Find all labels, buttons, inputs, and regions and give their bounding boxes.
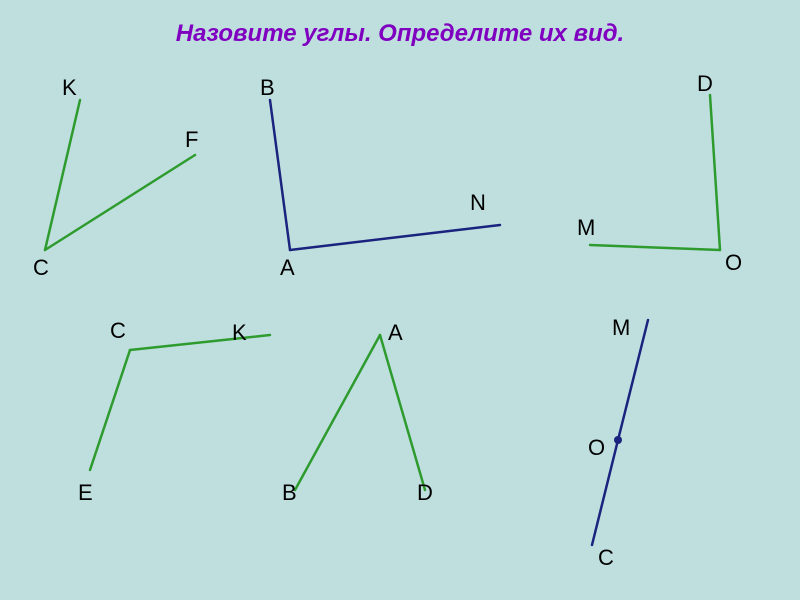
point-label: M [612, 315, 630, 341]
point-label: K [62, 75, 77, 101]
angle-ray [90, 350, 130, 470]
point-label: A [280, 255, 295, 281]
point-label: F [185, 127, 198, 153]
point-label: D [697, 71, 713, 97]
angle-ray [290, 225, 500, 250]
angle-ray [45, 100, 80, 250]
diagram-canvas: Назовите углы. Определите их вид. CKFABN… [0, 0, 800, 600]
vertex-dot [614, 436, 622, 444]
point-label: O [588, 435, 605, 461]
point-label: A [388, 320, 403, 346]
point-label: O [725, 250, 742, 276]
point-label: N [470, 190, 486, 216]
angle-ray [45, 155, 195, 250]
angles-svg [0, 0, 800, 600]
angle-ray [130, 335, 270, 350]
angle-ray [380, 335, 425, 490]
angle-ray [710, 95, 720, 250]
point-label: M [577, 215, 595, 241]
point-label: C [33, 255, 49, 281]
angle-ray [295, 335, 380, 490]
point-label: B [260, 75, 275, 101]
angle-ray [270, 100, 290, 250]
point-label: C [598, 545, 614, 571]
point-label: K [232, 320, 247, 346]
point-label: C [110, 318, 126, 344]
point-label: B [282, 480, 297, 506]
angle-ray [590, 245, 720, 250]
point-label: E [78, 480, 93, 506]
point-label: D [417, 480, 433, 506]
